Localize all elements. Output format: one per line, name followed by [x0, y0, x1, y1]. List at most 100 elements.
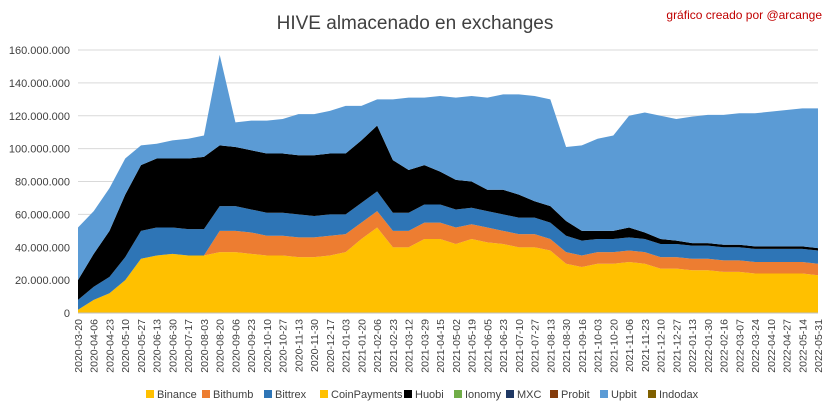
- x-tick-label: 2021-11-06: [624, 319, 636, 372]
- legend-label: MXC: [517, 389, 542, 401]
- legend-label: Indodax: [659, 389, 699, 401]
- legend-swatch: [146, 390, 154, 398]
- legend-swatch: [320, 390, 328, 398]
- chart-credit: gráfico creado por @arcange: [666, 8, 822, 22]
- x-tick-label: 2022-02-16: [719, 319, 731, 373]
- y-tick-label: 0: [64, 308, 70, 320]
- legend-label: Bithumb: [213, 389, 253, 401]
- x-tick-label: 2020-04-23: [104, 319, 116, 373]
- x-tick-label: 2020-06-13: [152, 319, 164, 373]
- x-tick-label: 2022-03-24: [750, 319, 762, 373]
- x-tick-label: 2021-12-10: [656, 319, 668, 373]
- y-tick-label: 20.000.000: [15, 275, 70, 287]
- x-tick-label: 2020-10-10: [262, 319, 274, 373]
- x-tick-label: 2021-01-03: [341, 319, 353, 373]
- legend-item-huobi: Huobi: [404, 389, 444, 401]
- x-tick-label: 2021-09-16: [577, 319, 589, 373]
- x-tick-label: 2021-03-12: [404, 319, 416, 373]
- legend-swatch: [454, 390, 462, 398]
- x-tick-label: 2020-11-30: [309, 319, 321, 372]
- x-tick-label: 2021-12-27: [671, 319, 683, 373]
- x-tick-label: 2022-04-27: [782, 319, 794, 373]
- legend-item-upbit: Upbit: [600, 389, 637, 401]
- x-tick-label: 2020-09-23: [246, 319, 258, 373]
- x-tick-label: 2020-08-03: [199, 319, 211, 373]
- x-tick-label: 2021-05-02: [451, 319, 463, 373]
- legend-item-bittrex: Bittrex: [264, 389, 307, 401]
- x-tick-label: 2021-10-03: [593, 319, 605, 373]
- x-tick-label: 2021-07-27: [530, 319, 542, 373]
- x-tick-label: 2022-04-10: [766, 319, 778, 373]
- x-tick-label: 2021-06-05: [482, 319, 494, 373]
- x-tick-label: 2021-02-06: [372, 319, 384, 373]
- area-binance: [78, 227, 818, 313]
- legend-item-indodax: Indodax: [648, 389, 699, 401]
- chart-title: HIVE almacenado en exchanges: [277, 13, 554, 34]
- x-tick-label: 2020-06-30: [167, 319, 179, 373]
- legend-swatch: [404, 390, 412, 398]
- legend-label: Binance: [157, 389, 197, 401]
- legend-item-binance: Binance: [146, 389, 197, 401]
- x-tick-label: 2020-10-27: [278, 319, 290, 373]
- legend-item-probit: Probit: [550, 389, 590, 401]
- x-tick-label: 2020-09-06: [230, 319, 242, 373]
- legend-label: Bittrex: [275, 389, 307, 401]
- x-tick-label: 2020-12-17: [325, 319, 337, 373]
- legend-label: Huobi: [415, 389, 444, 401]
- legend: Binance Bithumb Bittrex CoinPayments Huobi Io…: [146, 389, 699, 401]
- x-tick-label: 2020-11-13: [293, 319, 305, 372]
- x-tick-label: 2021-04-15: [435, 319, 447, 373]
- x-tick-label: 2022-05-14: [797, 319, 809, 373]
- x-tick-label: 2021-08-30: [561, 319, 573, 373]
- x-tick-label: 2021-02-23: [388, 319, 400, 373]
- legend-swatch: [648, 390, 656, 398]
- x-tick-label: 2020-05-10: [120, 319, 132, 373]
- x-tick-label: 2021-03-29: [419, 319, 431, 373]
- y-tick-label: 80.000.000: [15, 177, 70, 189]
- y-tick-label: 100.000.000: [9, 144, 70, 156]
- y-tick-label: 140.000.000: [9, 78, 70, 90]
- area-bittrex: [78, 191, 818, 310]
- x-tick-label: 2021-06-23: [498, 319, 510, 373]
- x-axis-ticks: 2020-03-20 2020-04-06 2020-04-23 2020-05-10…: [73, 319, 825, 373]
- legend-label: Ionomy: [465, 389, 502, 401]
- y-tick-label: 40.000.000: [15, 242, 70, 254]
- x-tick-label: 2020-05-27: [136, 319, 148, 373]
- legend-swatch: [264, 390, 272, 398]
- legend-swatch: [600, 390, 608, 398]
- x-tick-label: 2022-01-30: [703, 319, 715, 373]
- area-bithumb: [78, 211, 818, 310]
- x-tick-label: 2022-01-13: [687, 319, 699, 373]
- legend-swatch: [202, 390, 210, 398]
- y-tick-label: 60.000.000: [15, 209, 70, 221]
- legend-swatch: [550, 390, 558, 398]
- x-tick-label: 2020-04-06: [89, 319, 101, 373]
- x-tick-label: 2021-08-13: [545, 319, 557, 373]
- x-tick-label: 2021-10-20: [608, 319, 620, 373]
- area-series: [78, 54, 818, 313]
- legend-item-bithumb: Bithumb: [202, 389, 253, 401]
- legend-item-mxc: MXC: [506, 389, 542, 401]
- legend-swatch: [506, 390, 514, 398]
- y-axis-ticks: 0 20.000.000 40.000.000 60.000.000 80.000.00…: [9, 45, 70, 320]
- x-tick-label: 2020-03-20: [73, 319, 85, 373]
- legend-label: Probit: [561, 389, 590, 401]
- legend-item-coinpayments: CoinPayments: [320, 389, 403, 401]
- x-tick-label: 2021-05-19: [467, 319, 479, 373]
- x-tick-label: 2022-05-31: [813, 319, 825, 373]
- legend-label: Upbit: [611, 389, 637, 401]
- legend-label: CoinPayments: [331, 389, 403, 401]
- area-huobi: [78, 125, 818, 300]
- area-upbit: [78, 54, 818, 281]
- x-tick-label: 2022-03-07: [734, 319, 746, 373]
- x-tick-label: 2021-11-23: [640, 319, 652, 372]
- x-tick-label: 2020-07-17: [183, 319, 195, 373]
- x-tick-label: 2021-07-10: [514, 319, 526, 373]
- y-tick-label: 160.000.000: [9, 45, 70, 57]
- y-tick-label: 120.000.000: [9, 111, 70, 123]
- legend-item-ionomy: Ionomy: [454, 389, 502, 401]
- x-tick-label: 2020-08-20: [215, 319, 227, 373]
- x-tick-label: 2021-01-20: [356, 319, 368, 373]
